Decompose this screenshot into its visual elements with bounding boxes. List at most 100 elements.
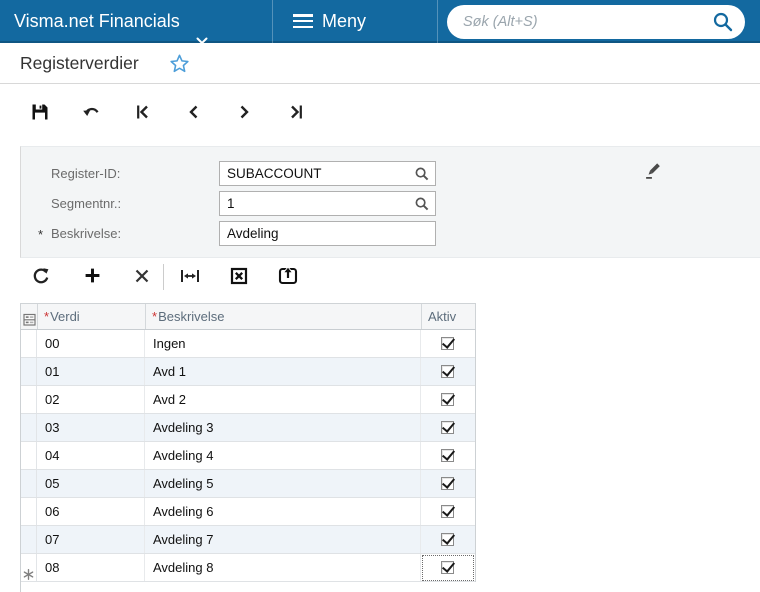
row-indicator[interactable] — [21, 470, 37, 497]
row-indicator[interactable] — [21, 498, 37, 525]
grid-row-02[interactable]: 02 Avd 2 — [21, 386, 475, 414]
global-search — [447, 5, 745, 39]
search-icon[interactable] — [712, 11, 734, 38]
cell-verdi[interactable]: 02 — [37, 386, 145, 413]
menu-label: Meny — [322, 11, 367, 31]
cell-beskrivelse[interactable]: Ingen — [145, 330, 421, 357]
refresh-button[interactable] — [27, 263, 55, 291]
grid-row-04[interactable]: 04 Avdeling 4 — [21, 442, 475, 470]
new-row-asterisk-icon — [23, 562, 34, 581]
delete-row-button[interactable] — [128, 263, 156, 291]
undo-icon — [83, 105, 101, 122]
register-id-input[interactable] — [227, 163, 407, 184]
export-to-excel-button[interactable] — [225, 263, 253, 291]
row-indicator[interactable] — [21, 526, 37, 553]
next-record-button[interactable] — [230, 99, 258, 127]
register-id-label: Register-ID: — [51, 166, 121, 181]
row-indicator[interactable] — [21, 386, 37, 413]
lookup-icon[interactable] — [414, 166, 430, 187]
cell-beskrivelse[interactable]: Avd 1 — [145, 358, 421, 385]
aktiv-checkbox[interactable] — [441, 421, 454, 434]
grid-row-06[interactable]: 06 Avdeling 6 — [21, 498, 475, 526]
cell-beskrivelse[interactable]: Avdeling 4 — [145, 442, 421, 469]
last-record-button[interactable] — [282, 99, 310, 127]
cell-aktiv — [421, 470, 475, 497]
cell-verdi[interactable]: 06 — [37, 498, 145, 525]
cell-beskrivelse[interactable]: Avdeling 5 — [145, 470, 421, 497]
aktiv-checkbox[interactable] — [441, 393, 454, 406]
aktiv-checkbox[interactable] — [441, 505, 454, 518]
fit-to-screen-button[interactable] — [176, 263, 204, 291]
lookup-icon[interactable] — [414, 196, 430, 217]
aktiv-checkbox[interactable] — [441, 533, 454, 546]
cell-verdi[interactable]: 05 — [37, 470, 145, 497]
undo-button[interactable] — [78, 99, 106, 127]
app-title-label: Visma.net Financials — [14, 11, 180, 31]
cell-aktiv — [421, 498, 475, 525]
cell-beskrivelse[interactable]: Avdeling 8 — [145, 554, 421, 581]
grid-row-08-new[interactable]: 08 Avdeling 8 — [21, 554, 475, 582]
summary-form-panel: Register-ID: Segmentnr.: * — [20, 146, 760, 258]
page-title: Registerverdier — [20, 53, 139, 73]
cell-verdi[interactable]: 01 — [37, 358, 145, 385]
cell-verdi[interactable]: 03 — [37, 414, 145, 441]
required-marker: * — [152, 309, 158, 324]
toolbar-separator — [163, 264, 164, 290]
save-button[interactable] — [26, 99, 54, 127]
aktiv-checkbox[interactable] — [441, 561, 454, 574]
edit-pencil-icon[interactable] — [644, 161, 668, 185]
cell-aktiv — [421, 386, 475, 413]
segment-number-label: Segmentnr.: — [51, 196, 122, 211]
cell-beskrivelse[interactable]: Avdeling 7 — [145, 526, 421, 553]
favorite-star-icon[interactable] — [170, 54, 189, 78]
first-record-button[interactable] — [129, 99, 157, 127]
column-header-verdi[interactable]: *Verdi — [38, 304, 146, 329]
upload-icon — [278, 266, 298, 288]
cell-verdi[interactable]: 00 — [37, 330, 145, 357]
column-header-aktiv[interactable]: Aktiv — [422, 304, 476, 329]
row-indicator[interactable] — [21, 442, 37, 469]
description-input[interactable] — [227, 223, 407, 244]
cell-verdi[interactable]: 08 — [37, 554, 145, 581]
row-indicator-new[interactable] — [21, 554, 37, 581]
grid-row-07[interactable]: 07 Avdeling 7 — [21, 526, 475, 554]
cell-aktiv — [421, 330, 475, 357]
aktiv-checkbox[interactable] — [441, 477, 454, 490]
aktiv-checkbox[interactable] — [441, 337, 454, 350]
grid-settings-column-header[interactable] — [21, 304, 38, 329]
row-indicator[interactable] — [21, 330, 37, 357]
cell-beskrivelse[interactable]: Avdeling 3 — [145, 414, 421, 441]
grid-row-01[interactable]: 01 Avd 1 — [21, 358, 475, 386]
column-header-beskrivelse[interactable]: *Beskrivelse — [146, 304, 422, 329]
excel-export-icon — [230, 267, 248, 288]
cell-verdi[interactable]: 04 — [37, 442, 145, 469]
segment-number-input[interactable] — [227, 193, 407, 214]
cell-aktiv-focused — [421, 554, 475, 581]
register-id-field-wrap — [219, 161, 660, 187]
row-indicator[interactable] — [21, 414, 37, 441]
upload-from-file-button[interactable] — [274, 263, 302, 291]
column-label: Aktiv — [428, 309, 457, 324]
cell-aktiv — [421, 358, 475, 385]
app-switcher[interactable]: Visma.net Financials — [14, 0, 208, 45]
add-row-button[interactable] — [78, 263, 106, 291]
grid-row-03[interactable]: 03 Avdeling 3 — [21, 414, 475, 442]
cell-aktiv — [421, 442, 475, 469]
aktiv-checkbox[interactable] — [441, 365, 454, 378]
menu-button[interactable]: Meny — [272, 0, 437, 43]
grid-row-00[interactable]: 00 Ingen — [21, 330, 475, 358]
row-indicator[interactable] — [21, 358, 37, 385]
grid-row-05[interactable]: 05 Avdeling 5 — [21, 470, 475, 498]
description-label: Beskrivelse: — [51, 226, 122, 241]
search-input[interactable] — [463, 6, 693, 37]
page-header: Registerverdier — [0, 43, 760, 84]
previous-record-button[interactable] — [180, 99, 208, 127]
description-field-wrap — [219, 221, 436, 246]
cell-aktiv — [421, 526, 475, 553]
top-navigation-bar: Visma.net Financials Meny — [0, 0, 760, 45]
aktiv-checkbox[interactable] — [441, 449, 454, 462]
cell-verdi[interactable]: 07 — [37, 526, 145, 553]
cell-beskrivelse[interactable]: Avd 2 — [145, 386, 421, 413]
cell-beskrivelse[interactable]: Avdeling 6 — [145, 498, 421, 525]
values-grid: *Verdi *Beskrivelse Aktiv 00 Ingen 01 Av… — [20, 303, 477, 582]
